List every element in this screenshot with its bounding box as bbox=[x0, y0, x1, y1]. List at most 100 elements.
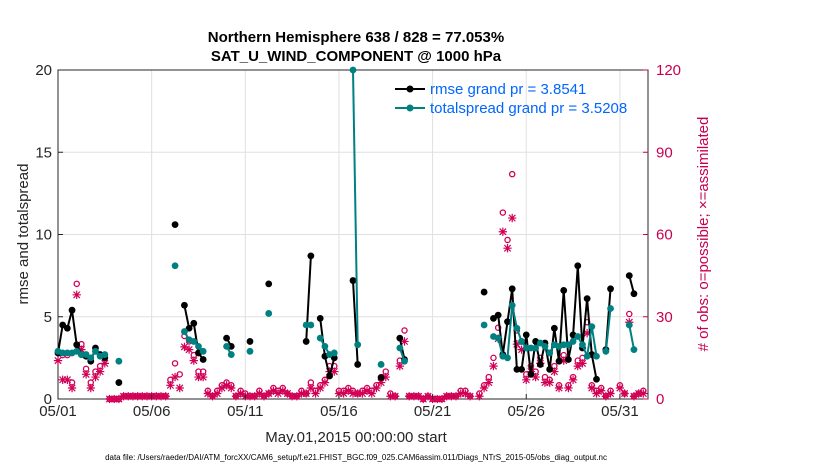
x-tick-label: 05/01 bbox=[39, 403, 77, 420]
obs-assimilated-marker bbox=[180, 342, 189, 352]
obs-assimilated-marker bbox=[409, 392, 419, 401]
spread-point bbox=[513, 324, 521, 332]
rmse-point bbox=[307, 252, 315, 260]
obs-assimilated-marker bbox=[597, 386, 606, 395]
spread-point bbox=[401, 357, 408, 365]
obs-assimilated-marker bbox=[194, 372, 203, 382]
obs-assimilated-marker bbox=[231, 392, 241, 401]
legend-spread-marker bbox=[406, 104, 414, 112]
rmse-point bbox=[518, 365, 525, 373]
obs-assimilated-marker bbox=[339, 389, 348, 398]
spread-point bbox=[546, 349, 554, 357]
rmse-point bbox=[583, 295, 591, 303]
spread-point bbox=[480, 321, 488, 329]
spread-point bbox=[63, 349, 71, 357]
spread-point bbox=[396, 344, 404, 352]
rmse-point bbox=[199, 356, 207, 363]
spread-point bbox=[349, 66, 357, 74]
obs-assimilated-marker bbox=[554, 383, 564, 393]
obs-assimilated-marker bbox=[306, 383, 316, 393]
rmse-line-segment bbox=[305, 255, 312, 342]
obs-assimilated-marker bbox=[639, 389, 648, 398]
spread-point bbox=[92, 347, 99, 355]
rmse-point bbox=[504, 318, 511, 326]
obs-assimilated-marker bbox=[110, 394, 119, 404]
obs-assimilated-marker bbox=[320, 378, 330, 387]
obs-possible-marker bbox=[626, 310, 633, 318]
spread-point bbox=[579, 341, 586, 349]
rmse-line-segment bbox=[352, 280, 359, 365]
y2-tick-label: 0 bbox=[656, 391, 664, 408]
spread-line-segment bbox=[352, 69, 359, 345]
obs-assimilated-marker bbox=[142, 392, 152, 401]
rmse-point bbox=[265, 280, 273, 288]
obs-assimilated-marker bbox=[72, 290, 81, 299]
x-tick-label: 05/26 bbox=[507, 403, 545, 420]
spread-point bbox=[574, 333, 582, 340]
spread-point bbox=[354, 341, 362, 349]
obs-assimilated-marker bbox=[227, 383, 236, 393]
spread-point bbox=[181, 328, 188, 335]
obs-assimilated-marker bbox=[442, 392, 451, 401]
rmse-point bbox=[480, 288, 488, 296]
obs-assimilated-marker bbox=[259, 392, 269, 401]
spread-line-segment bbox=[604, 308, 612, 352]
rmse-point bbox=[546, 365, 554, 373]
obs-assimilated-marker bbox=[386, 392, 395, 401]
obs-assimilated-marker bbox=[522, 375, 531, 384]
grid-lines bbox=[57, 70, 648, 399]
spread-point bbox=[583, 352, 591, 360]
spread-point bbox=[504, 354, 511, 362]
obs-assimilated-marker bbox=[540, 378, 550, 387]
obs-assimilated-marker bbox=[475, 392, 484, 401]
obs-assimilated-marker bbox=[124, 392, 133, 401]
obs-assimilated-marker bbox=[358, 389, 367, 398]
rmse-point bbox=[396, 334, 404, 342]
spread-point bbox=[321, 342, 329, 350]
rmse-point bbox=[550, 324, 558, 332]
obs-assimilated-marker bbox=[67, 383, 77, 393]
obs-assimilated-marker bbox=[568, 375, 578, 384]
spread-point bbox=[607, 305, 614, 312]
spread-point bbox=[171, 262, 179, 270]
obs-assimilated-marker bbox=[250, 392, 259, 401]
obs-assimilated-marker bbox=[208, 392, 217, 401]
spread-point bbox=[569, 338, 577, 345]
y-tick-label: 0 bbox=[44, 391, 52, 408]
data-file-footnote: data file: /Users/raeder/DAI/ATM_forcXX/… bbox=[105, 453, 607, 462]
series-layer bbox=[54, 66, 638, 386]
obs-assimilated-marker bbox=[381, 372, 390, 382]
rmse-point bbox=[560, 287, 568, 294]
rmse-point bbox=[115, 379, 123, 386]
obs-assimilated-marker bbox=[620, 389, 629, 398]
y2-tick-label: 120 bbox=[656, 62, 681, 79]
spread-point bbox=[560, 341, 568, 349]
y-tick-label: 5 bbox=[44, 309, 52, 326]
rmse-point bbox=[513, 365, 521, 373]
obs-assimilated-marker bbox=[405, 392, 414, 401]
y-tick-label: 10 bbox=[35, 227, 52, 244]
obs-assimilated-marker bbox=[564, 383, 573, 393]
obs-assimilated-marker bbox=[578, 359, 587, 368]
legend-spread-label: totalspread grand pr = 3.5208 bbox=[430, 100, 627, 117]
spread-point bbox=[307, 321, 315, 329]
obs-assimilated-marker bbox=[217, 383, 227, 393]
obs-assimilated-marker bbox=[269, 386, 278, 395]
rmse-point bbox=[564, 356, 572, 363]
obs-assimilated-marker bbox=[58, 375, 67, 384]
rmse-point bbox=[73, 341, 81, 349]
rmse-point bbox=[171, 221, 179, 229]
obs-assimilated-marker bbox=[264, 389, 273, 398]
obs-assimilated-marker bbox=[128, 392, 138, 401]
obs-assimilated-marker bbox=[465, 392, 475, 401]
obs-assimilated-marker bbox=[606, 389, 615, 398]
obs-assimilated-marker bbox=[334, 389, 344, 398]
obs-assimilated-marker bbox=[348, 389, 358, 398]
obs-possible-marker bbox=[171, 360, 179, 367]
spread-point bbox=[602, 347, 610, 355]
obs-assimilated-marker bbox=[100, 359, 109, 368]
obs-assimilated-marker bbox=[503, 244, 512, 253]
obs-assimilated-marker bbox=[292, 392, 301, 401]
obs-assimilated-marker bbox=[311, 389, 320, 398]
rmse-point bbox=[527, 370, 535, 378]
